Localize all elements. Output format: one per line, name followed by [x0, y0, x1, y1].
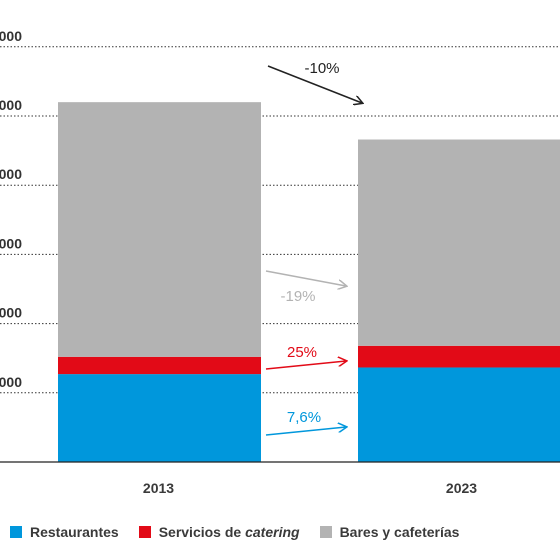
- change-arrow: [265, 427, 346, 436]
- y-tick-label: 000: [0, 305, 22, 321]
- change-label: 25%: [287, 344, 317, 361]
- y-tick-label: 000: [0, 28, 22, 44]
- legend-label-bares: Bares y cafeterías: [339, 524, 460, 540]
- legend-item-catering: Servicios de catering: [138, 524, 300, 540]
- legend-label-restaurantes: Restaurantes: [30, 524, 119, 540]
- y-tick-label: 000: [0, 97, 22, 113]
- bar-segment: [358, 345, 560, 368]
- change-arrow: [265, 270, 346, 286]
- bar-segment: [58, 356, 261, 375]
- legend: Restaurantes Servicios de catering Bares…: [10, 524, 459, 540]
- legend-swatch-catering: [138, 526, 151, 538]
- change-arrow: [267, 65, 362, 103]
- bar-segment: [358, 139, 560, 346]
- y-tick-label: 000: [0, 235, 22, 251]
- legend-item-bares: Bares y cafeterías: [319, 524, 460, 540]
- change-label: -10%: [304, 60, 339, 77]
- y-tick-label: 000: [0, 374, 22, 390]
- bar-segment: [58, 374, 261, 462]
- legend-swatch-bares: [319, 526, 332, 538]
- legend-swatch-restaurantes: [10, 526, 22, 538]
- y-tick-label: 000: [0, 166, 22, 182]
- x-tick-label: 2023: [446, 480, 477, 496]
- legend-label-catering: Servicios de catering: [159, 524, 300, 540]
- change-arrow: [265, 361, 346, 370]
- x-tick-label: 2013: [143, 480, 174, 496]
- legend-item-restaurantes: Restaurantes: [10, 524, 119, 540]
- bar-segment: [358, 367, 560, 462]
- legend-label-catering-prefix: Servicios de: [158, 524, 246, 540]
- bar-segment: [58, 102, 261, 357]
- change-label: -19%: [280, 288, 315, 305]
- legend-label-catering-italic: catering: [245, 524, 300, 540]
- change-label: 7,6%: [287, 409, 321, 426]
